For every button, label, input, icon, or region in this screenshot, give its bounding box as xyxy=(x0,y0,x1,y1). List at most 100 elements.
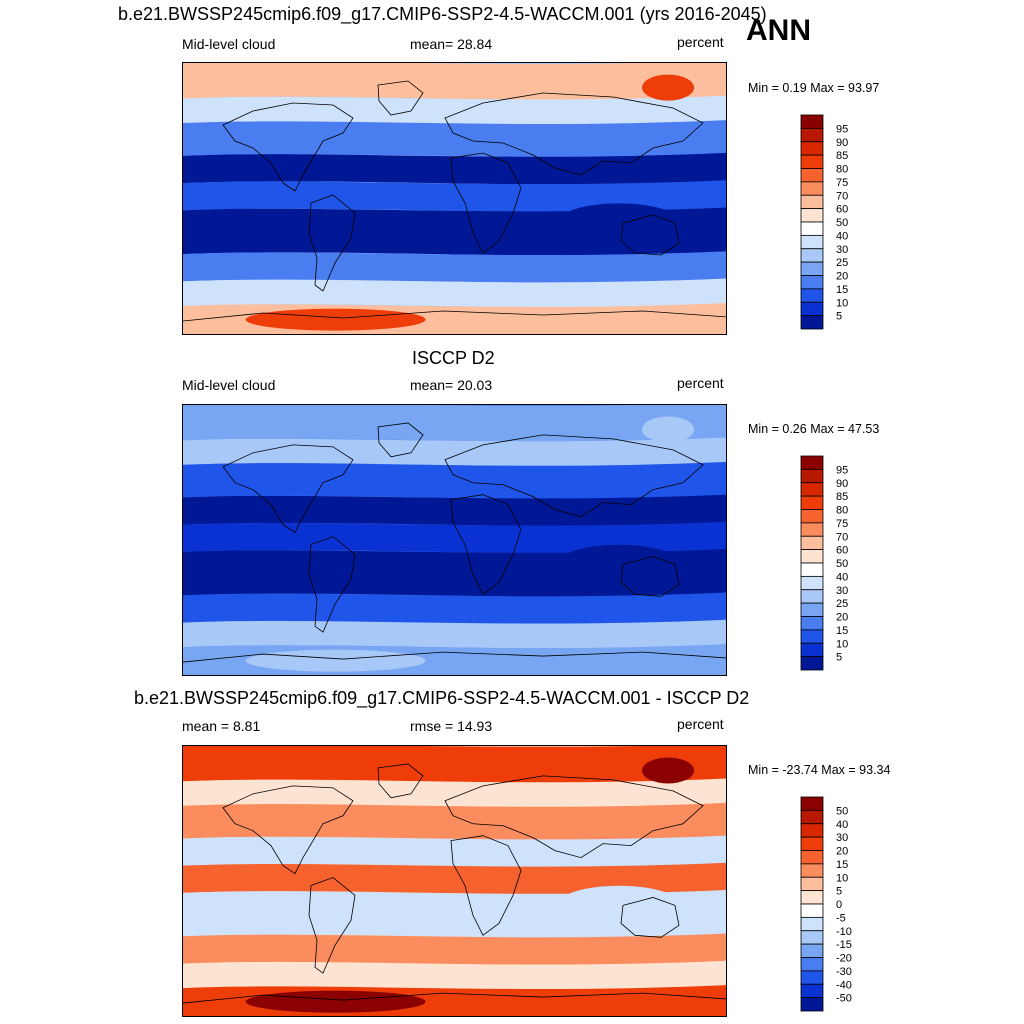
panel1-title: b.e21.BWSSP245cmip6.f09_g17.CMIP6-SSP2-4… xyxy=(118,4,767,24)
contour-band xyxy=(183,835,726,868)
coastline xyxy=(620,556,680,597)
coastline xyxy=(183,651,726,663)
colorbar-swatch xyxy=(800,809,824,825)
coastline xyxy=(377,422,424,458)
colorbar-swatch xyxy=(800,495,824,510)
colorbar-tick-label: 30 xyxy=(836,244,848,256)
colorbar-swatch xyxy=(800,642,824,658)
coastline xyxy=(222,102,354,192)
colorbar-swatch xyxy=(800,629,824,644)
colorbar-swatch xyxy=(800,248,824,263)
colorbar-tick-label: 25 xyxy=(836,598,848,610)
panel2-colorbar: 95 90 85 80 75 70 60 50 40 30 25 20 15 10 5 xyxy=(800,455,861,671)
season-label: ANN xyxy=(746,14,811,47)
contour-band xyxy=(642,757,695,784)
colorbar-tick-label: 85 xyxy=(836,491,848,503)
contour-band xyxy=(183,933,726,966)
coastline xyxy=(444,92,704,176)
contour-band xyxy=(559,885,679,922)
colorbar-swatch xyxy=(800,549,824,564)
coastline xyxy=(450,152,522,254)
coastline xyxy=(308,194,356,292)
panel3-title: b.e21.BWSSP245cmip6.f09_g17.CMIP6-SSP2-4… xyxy=(134,688,750,708)
colorbar-swatch xyxy=(800,602,824,617)
colorbar-tick-label: 15 xyxy=(836,625,848,637)
contour-band xyxy=(183,152,726,185)
panel2-minmax: Min = 0.26 Max = 47.53 xyxy=(748,422,880,436)
colorbar-swatch xyxy=(800,141,824,156)
coastline xyxy=(444,775,704,859)
colorbar-tick-label: 10 xyxy=(836,872,848,884)
colorbar-tick-label: 50 xyxy=(836,805,848,817)
panel3-mean-label: mean = 8.81 xyxy=(182,718,261,734)
panel1-units-label: percent xyxy=(677,34,724,50)
coastline xyxy=(222,785,354,875)
colorbar-tick-label: 70 xyxy=(836,190,848,202)
colorbar-swatch xyxy=(800,997,824,1012)
contour-band xyxy=(183,746,726,784)
contour-band xyxy=(183,802,726,841)
colorbar-swatch xyxy=(800,181,824,196)
colorbar-tick-label: 15 xyxy=(836,859,848,871)
contour-band xyxy=(183,461,726,500)
colorbar-tick-label: 20 xyxy=(836,612,848,624)
coastline xyxy=(377,763,424,799)
colorbar-swatch xyxy=(800,114,824,129)
coastline xyxy=(444,434,704,518)
panel3-units-label: percent xyxy=(677,716,724,732)
colorbar-swatch xyxy=(800,482,824,497)
contour-band xyxy=(559,203,679,240)
coastline xyxy=(308,877,356,974)
panel1-map xyxy=(182,62,727,335)
colorbar-swatch xyxy=(800,616,824,631)
colorbar-swatch xyxy=(800,522,824,537)
colorbar-tick-label: 40 xyxy=(836,819,848,831)
colorbar-swatch xyxy=(800,154,824,169)
panel3-colorbar: 50 40 30 20 15 10 5 0 -5 -10 -15 -20 -30 -40 -50 xyxy=(800,796,861,1012)
colorbar-tick-label: -10 xyxy=(836,926,852,938)
coastline xyxy=(620,214,680,256)
colorbar-tick-label: -20 xyxy=(836,953,852,965)
panel2-title: ISCCP D2 xyxy=(412,348,495,368)
coastline xyxy=(183,992,726,1004)
panel1-variable-label: Mid-level cloud xyxy=(182,36,276,52)
contour-band xyxy=(269,898,380,931)
colorbar-swatch xyxy=(800,796,824,811)
colorbar-tick-label: 30 xyxy=(836,832,848,844)
colorbar-swatch xyxy=(800,943,824,958)
colorbar-tick-label: 5 xyxy=(836,311,842,323)
contour-band xyxy=(183,862,726,895)
coastline xyxy=(450,494,522,595)
colorbar-swatch xyxy=(800,127,824,143)
colorbar-tick-label: 0 xyxy=(836,899,842,911)
contour-band xyxy=(183,778,726,808)
colorbar-tick-label: 15 xyxy=(836,284,848,296)
contour-band xyxy=(183,494,726,527)
colorbar-swatch xyxy=(800,823,824,838)
panel2-mean-label: mean= 20.03 xyxy=(410,377,493,393)
colorbar-tick-label: 60 xyxy=(836,545,848,557)
colorbar-tick-label: -15 xyxy=(836,939,852,951)
panel1-map-field xyxy=(183,63,726,334)
colorbar-swatch xyxy=(800,930,824,945)
colorbar-swatch xyxy=(800,863,824,878)
contour-band xyxy=(183,63,726,101)
colorbar-tick-label: 90 xyxy=(836,137,848,149)
colorbar-tick-label: -40 xyxy=(836,979,852,991)
contour-band xyxy=(183,960,726,990)
colorbar-swatch xyxy=(800,468,824,484)
panel3-map xyxy=(182,745,727,1017)
panel3-map-field xyxy=(183,746,726,1016)
contour-band xyxy=(183,521,726,554)
coastline xyxy=(377,80,424,116)
colorbar-swatch xyxy=(800,656,824,671)
colorbar-tick-label: -30 xyxy=(836,966,852,978)
panel2-map xyxy=(182,404,727,676)
panel3-rmse-label: rmse = 14.93 xyxy=(410,718,493,734)
colorbar-swatch xyxy=(800,455,824,470)
colorbar-swatch xyxy=(800,575,824,591)
contour-band xyxy=(559,544,679,581)
panel1-colorbar: 95 90 85 80 75 70 60 50 40 30 25 20 15 10 5 xyxy=(800,114,861,330)
contour-band xyxy=(642,74,695,101)
colorbar-swatch xyxy=(800,562,824,577)
